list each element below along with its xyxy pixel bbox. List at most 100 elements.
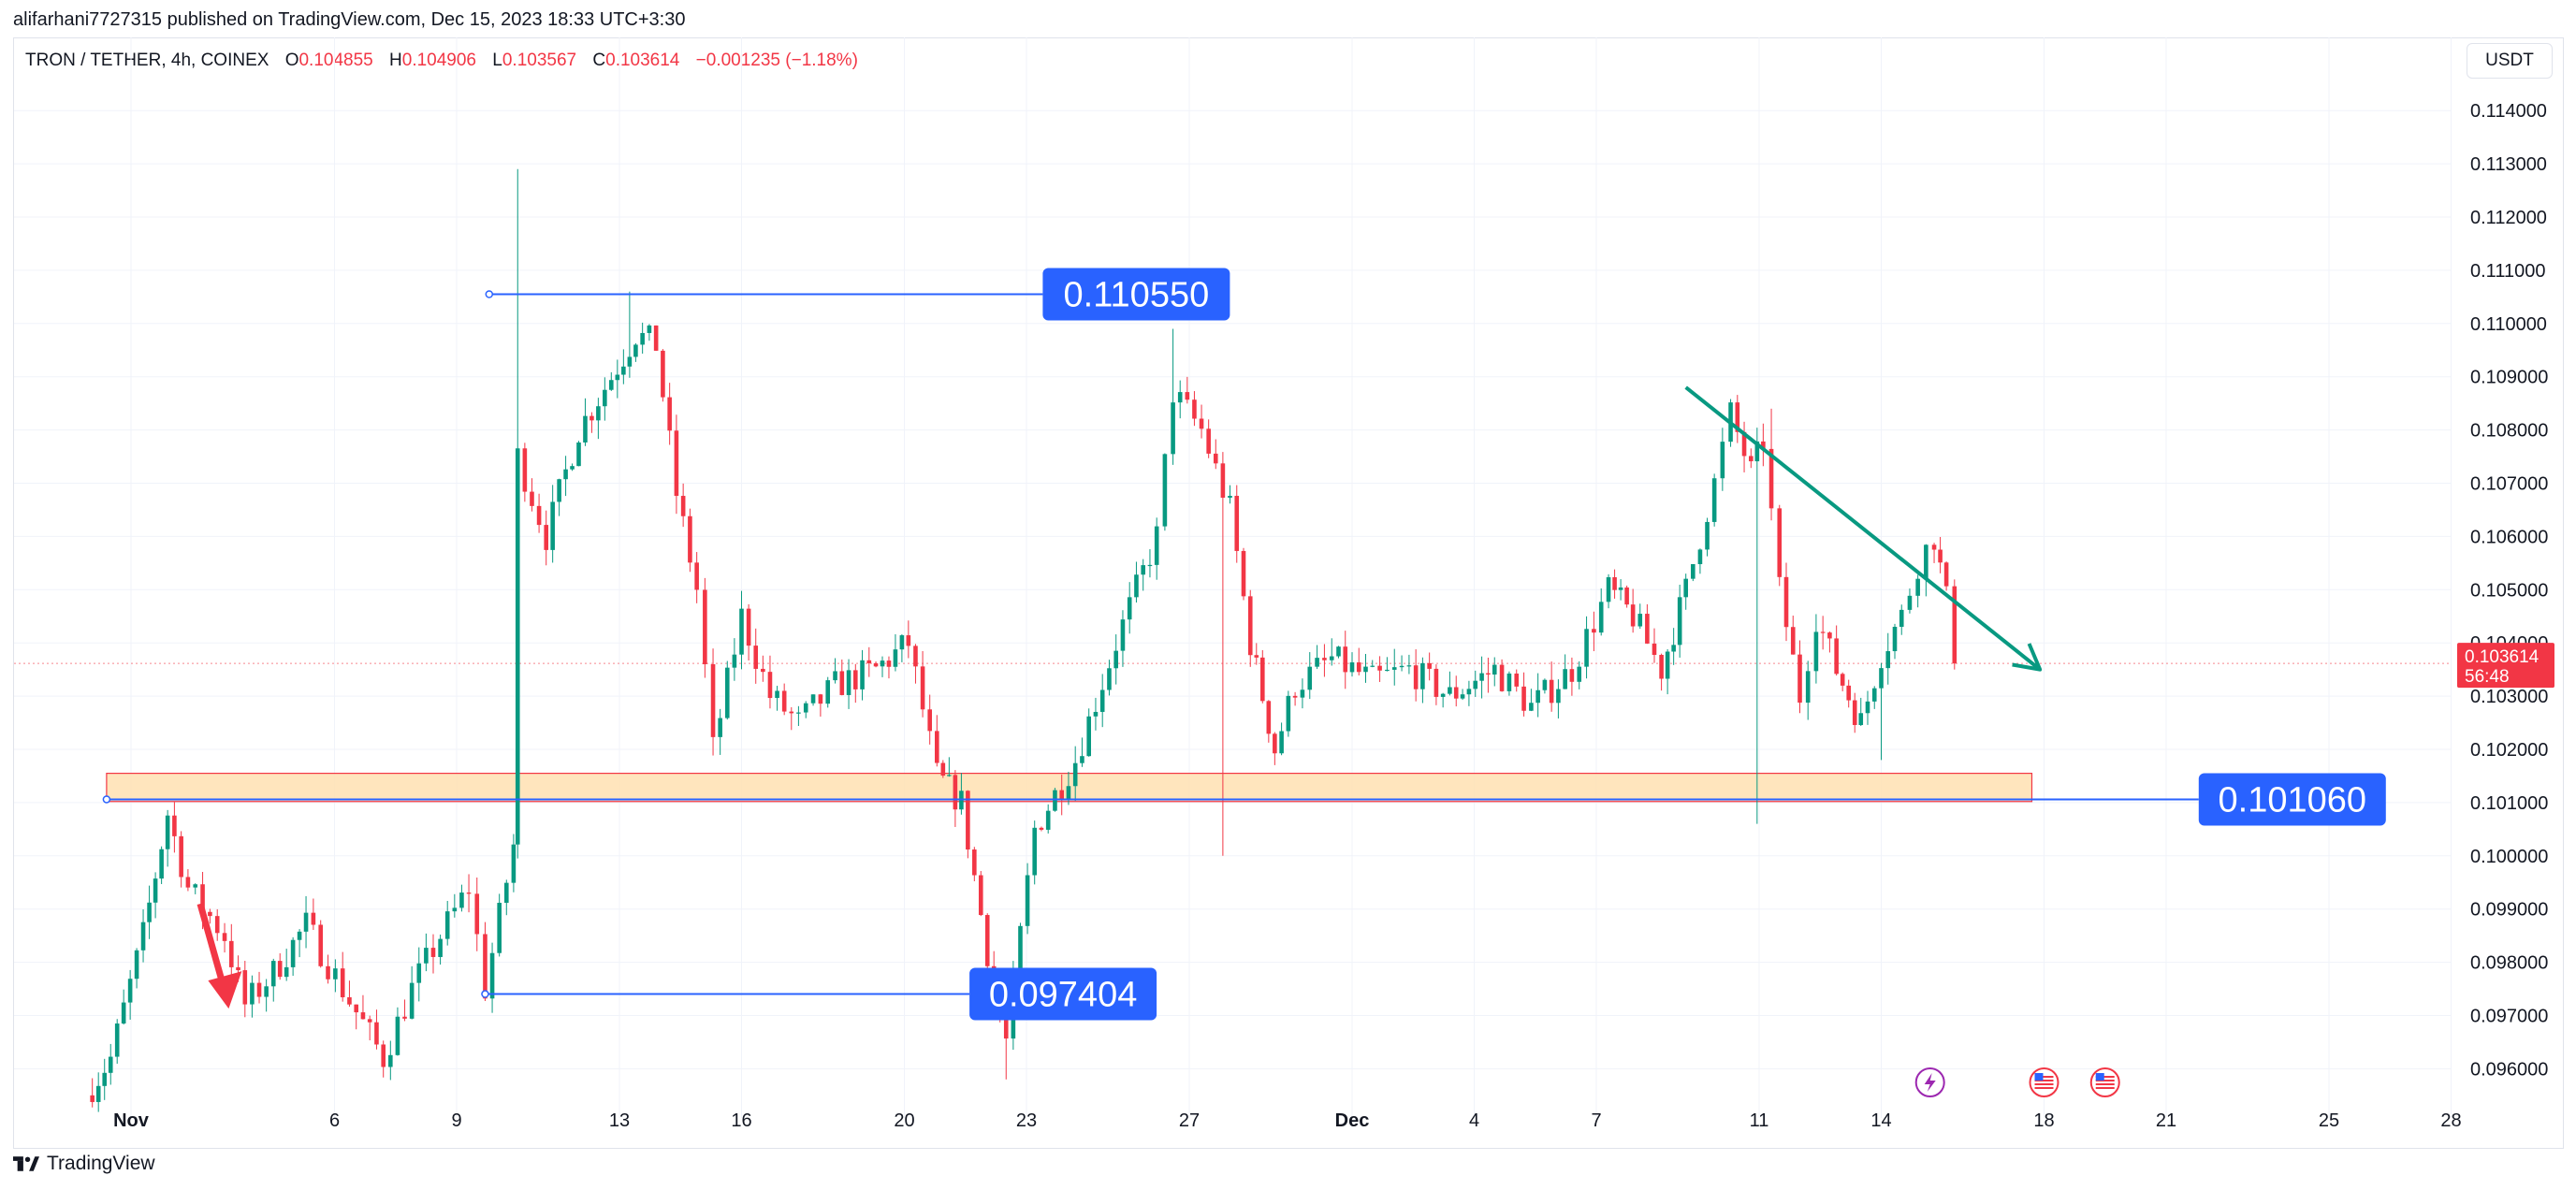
symbol-label[interactable]: TRON / TETHER, 4h, COINEX [25, 51, 269, 70]
candle-body [452, 907, 458, 912]
candle-body [284, 966, 289, 978]
candle-body [1147, 564, 1153, 567]
x-tick-label: 27 [1179, 1110, 1200, 1131]
candle-body [1349, 662, 1355, 673]
candle-body [147, 902, 152, 922]
candle-body [1691, 564, 1696, 579]
publisher-line: alifarhani7727315 published on TradingVi… [13, 9, 686, 30]
candle-body [114, 1023, 120, 1057]
candle-body [1735, 402, 1740, 432]
candle-body [1671, 645, 1676, 652]
countdown-label: 56:48 [2465, 667, 2510, 687]
candle-body [1865, 701, 1870, 714]
candle-body [256, 982, 262, 997]
candle-body [340, 968, 345, 997]
candle-body [200, 884, 205, 912]
x-tick-label: 9 [451, 1110, 461, 1131]
candle-body [1834, 638, 1839, 675]
level-label-box-middle [2198, 773, 2386, 826]
candle-body [236, 966, 240, 971]
candle-body [1549, 679, 1554, 704]
candle-body [947, 775, 952, 776]
candle-body [1385, 669, 1390, 672]
candle-body [1584, 629, 1589, 667]
candle-body [515, 448, 520, 845]
candle-body [530, 491, 534, 506]
candle-body [270, 961, 276, 987]
x-tick-label: 4 [1469, 1110, 1479, 1131]
candle-body [746, 608, 751, 646]
candle-body [172, 815, 177, 836]
level-label-middle: 0.101060 [2219, 780, 2367, 820]
y-tick-label: 0.105000 [2470, 580, 2548, 601]
candle-body [1907, 595, 1913, 610]
candle-body [1025, 875, 1030, 926]
candle-body [1247, 596, 1253, 656]
us-flag-event-icon [2029, 1067, 2059, 1097]
open-value: 0.104855 [298, 51, 373, 70]
candle-body [1749, 456, 1754, 462]
candle-body [1840, 674, 1845, 686]
candle-body [381, 1044, 386, 1067]
candle-body [1228, 495, 1232, 498]
candle-body [1529, 703, 1534, 711]
x-tick-label: 25 [2319, 1110, 2339, 1131]
candle-body [1630, 604, 1636, 627]
y-tick-label: 0.114000 [2470, 101, 2547, 122]
candle-body [1460, 694, 1465, 699]
footer-brand-label: TradingView [47, 1153, 155, 1174]
candle-body [833, 671, 837, 681]
currency-badge[interactable]: USDT [2467, 43, 2553, 79]
candle-body [1448, 687, 1452, 694]
candle-body [326, 965, 330, 980]
y-tick-label: 0.102000 [2470, 740, 2548, 761]
candle-body [497, 903, 502, 953]
candle-body [661, 350, 665, 398]
x-tick-label: Nov [113, 1110, 150, 1131]
candle-body [940, 762, 946, 776]
candle-body [277, 961, 283, 978]
candle-body [214, 916, 220, 934]
y-tick-label: 0.113000 [2470, 154, 2547, 175]
candle-body [1434, 668, 1439, 697]
candle-body [846, 670, 851, 695]
candle-body [913, 646, 918, 667]
candle-body [1741, 431, 1747, 457]
candle-body [1363, 666, 1368, 673]
candle-body [90, 1095, 95, 1102]
candle-body [1066, 786, 1071, 800]
candle-body [761, 668, 765, 673]
candle-body [1827, 632, 1832, 639]
candle-body [544, 525, 548, 550]
candle-body [1059, 790, 1064, 800]
candle-body [165, 815, 170, 849]
y-tick-label: 0.099000 [2470, 900, 2548, 921]
candle-body [640, 332, 645, 345]
candle-body [438, 938, 443, 957]
candle-body [402, 1016, 407, 1019]
candle-body [1220, 463, 1226, 498]
candle-body [1171, 402, 1175, 455]
footer-brand[interactable]: TradingView [13, 1153, 155, 1175]
level-label-box-lower [969, 967, 1157, 1021]
candle-body [388, 1054, 393, 1067]
candle-body [1479, 673, 1484, 681]
last-price-label: 0.103614 [2465, 647, 2540, 667]
candle-body [1192, 399, 1197, 419]
candle-body [1322, 658, 1327, 660]
candle-body [1637, 614, 1643, 627]
candle-body [1099, 689, 1105, 712]
x-tick-label: 23 [1016, 1110, 1037, 1131]
candle-body [134, 950, 139, 980]
candle-body [984, 915, 990, 966]
candle-body [1315, 658, 1319, 667]
candle-body [550, 501, 555, 550]
candle-body [803, 703, 808, 713]
y-tick-label: 0.112000 [2470, 208, 2547, 228]
candle-body [1162, 454, 1168, 527]
candle-body [667, 397, 672, 431]
candle-body [627, 356, 633, 367]
last-price-badge [2457, 643, 2554, 689]
candle-body [1254, 655, 1259, 658]
